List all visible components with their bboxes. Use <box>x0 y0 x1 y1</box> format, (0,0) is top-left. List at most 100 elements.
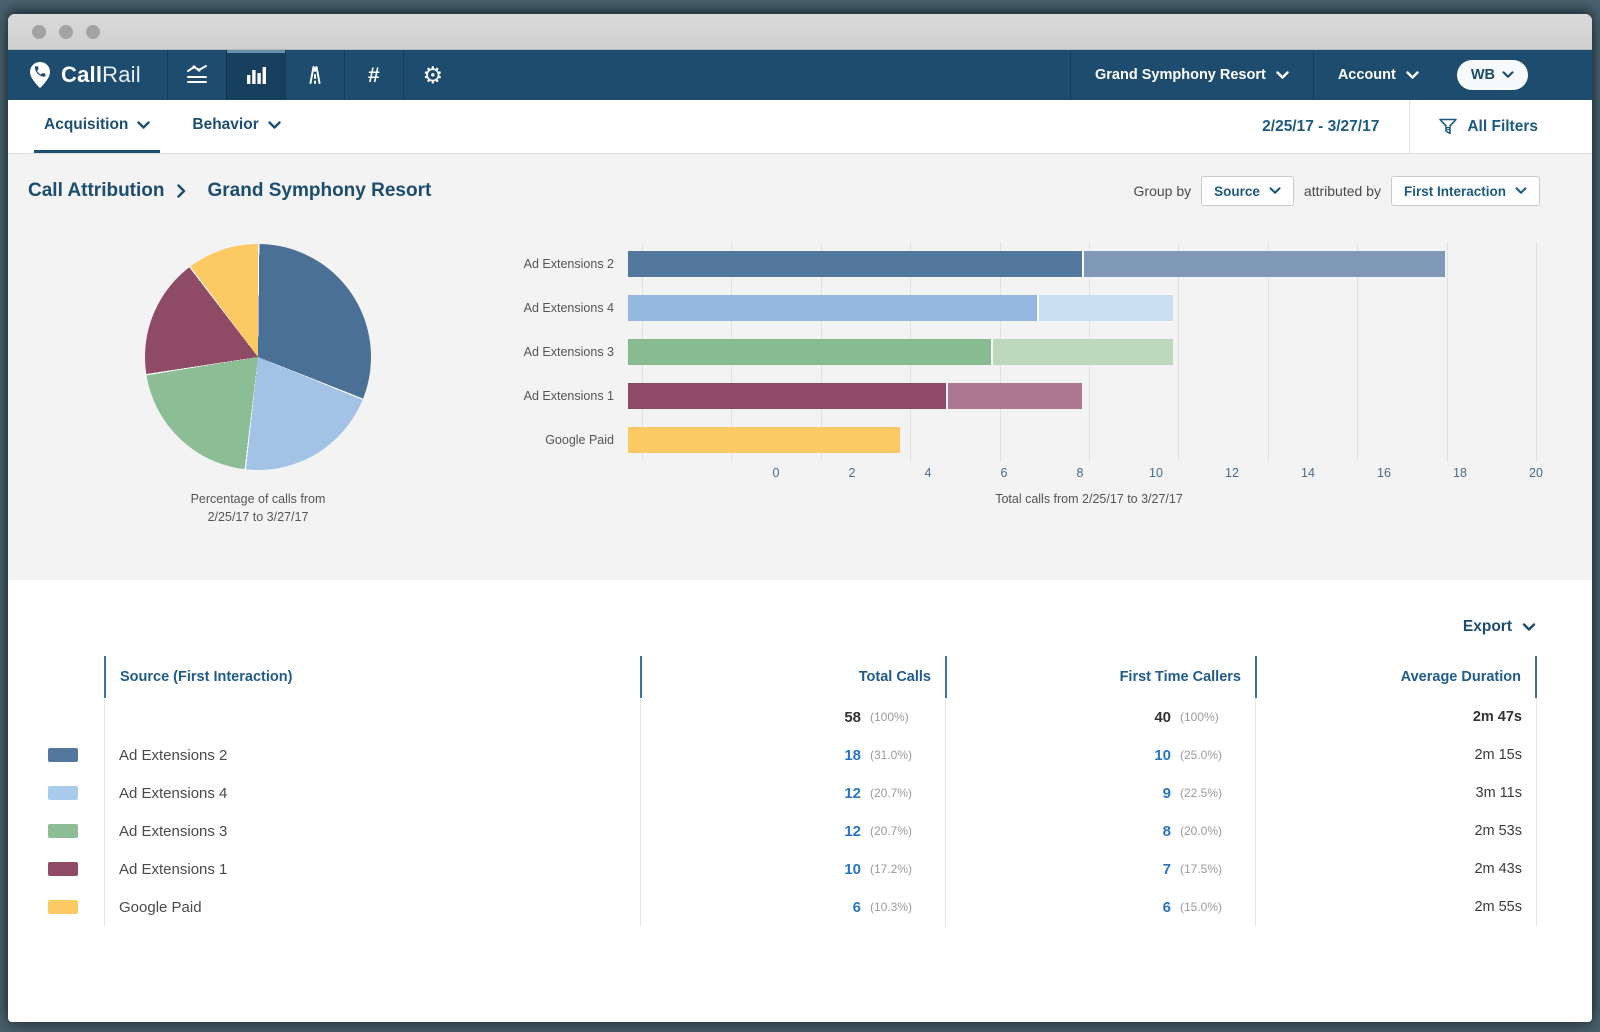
gridline <box>1446 242 1448 462</box>
table-number-cell: 18 (31.0%) <box>640 736 945 774</box>
total-value: 40 <box>1154 708 1171 726</box>
gridline <box>1357 242 1359 462</box>
callrail-logo[interactable]: CallRail <box>8 50 167 100</box>
percentage-label: (20.7%) <box>870 786 913 800</box>
table-number-cell: 9 (22.5%) <box>945 774 1255 812</box>
pie-chart-block: Percentage of calls from 2/25/17 to 3/27… <box>8 216 508 526</box>
calls-link[interactable]: 6 <box>852 898 861 916</box>
calls-link[interactable]: 7 <box>1162 860 1171 878</box>
table-spacer-cell <box>38 656 104 698</box>
bar-segment-repeat-callers[interactable] <box>1082 251 1446 277</box>
export-button[interactable]: Export <box>1463 618 1536 636</box>
account-selector[interactable]: Account <box>1312 50 1443 100</box>
table-header-cell[interactable]: First Time Callers <box>945 656 1255 698</box>
table-header-cell[interactable]: Total Calls <box>640 656 945 698</box>
table-duration-cell: 2m 47s <box>1255 698 1537 736</box>
gridline <box>1536 242 1537 462</box>
attribution-table-section: Export Source (First Interaction) Total C… <box>8 580 1592 966</box>
axis-tick-label: 4 <box>924 466 932 480</box>
axis-tick-label: 10 <box>1149 466 1163 480</box>
calls-link[interactable]: 8 <box>1162 822 1171 840</box>
bar-segment-first-time-callers[interactable] <box>628 339 992 365</box>
bar-caption: Total calls from 2/25/17 to 3/27/17 <box>995 492 1183 506</box>
axis-tick-label: 6 <box>1000 466 1008 480</box>
percentage-label: (15.0%) <box>1180 900 1223 914</box>
pie-caption: Percentage of calls from 2/25/17 to 3/27… <box>190 492 326 525</box>
hashtag-icon[interactable]: # <box>343 50 403 100</box>
total-value: 58 <box>844 708 861 726</box>
calls-link[interactable]: 12 <box>844 784 861 802</box>
pie-chart[interactable] <box>145 244 371 470</box>
source-name-cell: Ad Extensions 2 <box>104 736 640 774</box>
attributed-by-select[interactable]: First Interaction <box>1390 176 1540 206</box>
table-swatch-cell <box>38 888 104 926</box>
bar-x-axis: 0 2 4 6 8 10 12 14 16 18 20 <box>642 462 1543 484</box>
company-selector[interactable]: Grand Symphony Resort <box>1070 50 1313 100</box>
bar-row: Google Paid <box>508 418 1536 462</box>
user-initials: WB <box>1470 67 1495 83</box>
table-header-cell[interactable]: Source (First Interaction) <box>104 656 640 698</box>
table-swatch-cell <box>38 736 104 774</box>
road-icon[interactable] <box>284 50 344 100</box>
window-control-dot[interactable] <box>59 24 73 39</box>
table-number-cell: 6 (15.0%) <box>945 888 1255 926</box>
breadcrumb[interactable]: Call Attribution <box>28 180 165 201</box>
bar-segment-first-time-callers[interactable] <box>628 251 1082 277</box>
calls-link[interactable]: 10 <box>1154 746 1171 764</box>
group-by-select[interactable]: Source <box>1201 176 1294 206</box>
axis-tick-label: 18 <box>1453 466 1467 480</box>
bar-segment-repeat-callers[interactable] <box>991 339 1173 365</box>
duration-value: 2m 47s <box>1472 709 1522 725</box>
gear-icon[interactable]: ⚙ <box>402 50 462 100</box>
window-control-dot[interactable] <box>86 24 100 39</box>
table-number-cell: 12 (20.7%) <box>640 812 945 850</box>
bar-segment-repeat-callers[interactable] <box>1036 295 1173 321</box>
all-filters-button[interactable]: All Filters <box>1410 100 1592 153</box>
table-header-cell[interactable]: Average Duration <box>1255 656 1537 698</box>
funnel-icon <box>1438 117 1458 136</box>
window-control-dot[interactable] <box>32 24 46 39</box>
calls-link[interactable]: 6 <box>1162 898 1171 916</box>
table-duration-cell: 2m 53s <box>1255 812 1537 850</box>
bar-row-label: Ad Extensions 4 <box>523 301 614 315</box>
bar-chart-icon[interactable] <box>225 50 285 100</box>
percentage-label: (31.0%) <box>870 748 913 762</box>
activity-icon[interactable] <box>166 50 226 100</box>
duration-value: 2m 15s <box>1474 747 1522 763</box>
calls-link[interactable]: 18 <box>844 746 861 764</box>
source-color-swatch <box>48 900 78 914</box>
percentage-label: (20.0%) <box>1180 824 1223 838</box>
source-color-swatch <box>48 786 78 800</box>
source-name-cell: Ad Extensions 3 <box>104 812 640 850</box>
bar-segment-first-time-callers[interactable] <box>628 383 946 409</box>
table-duration-cell: 3m 11s <box>1255 774 1537 812</box>
axis-tick-label: 16 <box>1377 466 1391 480</box>
date-range-picker[interactable]: 2/25/17 - 3/27/17 <box>1262 117 1380 135</box>
axis-tick-label: 14 <box>1301 466 1315 480</box>
bar-chart: Ad Extensions 2 Ad Extensions 4 Ad Extensi… <box>508 242 1537 462</box>
tab-behavior[interactable]: Behavior <box>182 100 290 153</box>
chevron-right-icon <box>176 184 186 198</box>
duration-value: 2m 53s <box>1474 823 1522 839</box>
bar-segment-first-time-callers[interactable] <box>628 295 1037 321</box>
attribution-table: Source (First Interaction) Total Calls Fir… <box>38 656 1537 926</box>
top-nav: CallRail <box>8 50 1592 100</box>
percentage-label: (10.3%) <box>870 900 913 914</box>
percentage-label: (25.0%) <box>1180 748 1223 762</box>
table-number-cell: 40 (100%) <box>945 698 1255 736</box>
calls-link[interactable]: 12 <box>844 822 861 840</box>
bar-segment-repeat-callers[interactable] <box>945 383 1082 409</box>
duration-value: 3m 11s <box>1475 785 1522 801</box>
user-menu-button[interactable]: WB <box>1456 60 1528 90</box>
calls-link[interactable]: 9 <box>1162 784 1171 802</box>
axis-tick-label: 20 <box>1529 466 1543 480</box>
calls-link[interactable]: 10 <box>844 860 861 878</box>
bar-track <box>628 251 1536 277</box>
axis-tick-label: 12 <box>1225 466 1239 480</box>
bar-segment-first-time-callers[interactable] <box>628 427 901 453</box>
page-header: Call Attribution Grand Symphony Resort G… <box>8 154 1592 206</box>
bar-chart-block: Ad Extensions 2 Ad Extensions 4 Ad Extensi… <box>508 216 1592 526</box>
tab-acquisition[interactable]: Acquisition <box>34 100 161 153</box>
bar-row-label: Ad Extensions 2 <box>523 257 614 271</box>
export-row: Export <box>8 580 1592 642</box>
